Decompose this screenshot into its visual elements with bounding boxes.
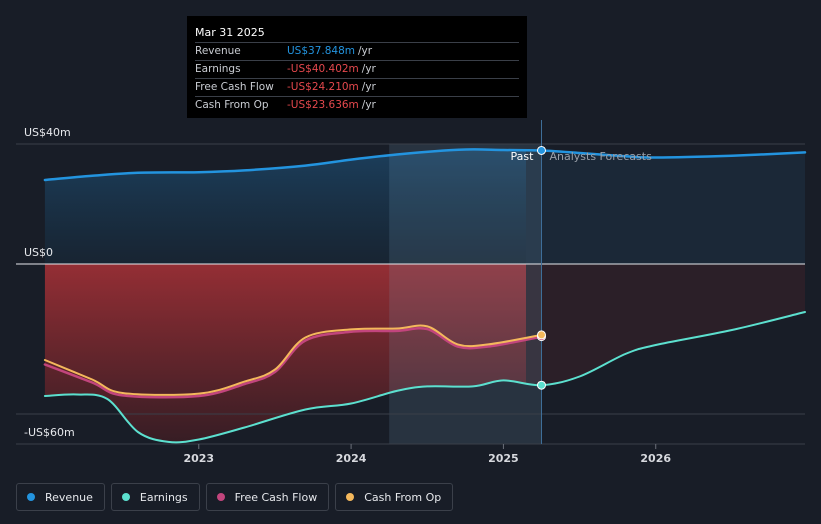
tooltip-unit: /yr xyxy=(358,45,373,57)
legend-item-free-cash-flow[interactable]: Free Cash Flow xyxy=(205,483,330,511)
tooltip-value: -US$23.636m xyxy=(287,99,359,111)
loss-area-forecast xyxy=(526,264,805,386)
legend-label: Cash From Op xyxy=(364,490,442,504)
revenue-area-past xyxy=(44,149,526,264)
past-label: Past xyxy=(511,150,535,163)
legend-dot-icon xyxy=(121,493,130,501)
tooltip-row-cash-from-op: Cash From Op -US$23.636m /yr xyxy=(195,96,519,114)
y-axis-label-zero: US$0 xyxy=(24,246,54,259)
tooltip-value: -US$40.402m xyxy=(287,63,359,75)
tooltip-label: Free Cash Flow xyxy=(195,81,274,93)
highlight-band xyxy=(389,144,542,444)
cash-from-op-marker xyxy=(536,330,546,340)
tooltip-value: -US$24.210m xyxy=(287,81,359,93)
x-tick-label: 2026 xyxy=(640,452,671,465)
legend-item-revenue[interactable]: Revenue xyxy=(16,483,105,511)
revenue-marker xyxy=(536,145,546,155)
x-tick-label: 2023 xyxy=(183,452,214,465)
tooltip-row-earnings: Earnings -US$40.402m /yr xyxy=(195,60,519,78)
tooltip-unit: /yr xyxy=(361,63,376,75)
legend-label: Earnings xyxy=(139,490,188,504)
legend-dot-icon xyxy=(216,493,225,501)
free-cash-flow-line xyxy=(43,326,543,399)
tooltip-label: Revenue xyxy=(195,45,241,57)
x-tick-label: 2024 xyxy=(336,452,367,465)
legend-dot-icon xyxy=(27,493,35,501)
y-axis-label-top: US$40m xyxy=(24,126,71,139)
tooltip-label: Earnings xyxy=(195,63,241,75)
tooltip-row-free-cash-flow: Free Cash Flow -US$24.210m /yr xyxy=(195,78,519,96)
revenue-area-forecast xyxy=(526,150,805,264)
forecast-label: Analysts Forecasts xyxy=(549,150,652,163)
tooltip-label: Cash From Op xyxy=(195,99,269,111)
earnings-line xyxy=(43,311,806,444)
tooltip-value: US$37.848m xyxy=(287,45,355,57)
legend-item-cash-from-op[interactable]: Cash From Op xyxy=(335,483,454,511)
x-tick-label: 2025 xyxy=(488,452,519,465)
tooltip-row-revenue: Revenue US$37.848m /yr xyxy=(195,42,519,60)
earnings-marker xyxy=(536,380,546,390)
tooltip-unit: /yr xyxy=(361,99,376,111)
revenue-line xyxy=(43,148,807,182)
tooltip: Mar 31 2025 Revenue US$37.848m /yr Earni… xyxy=(187,16,527,118)
legend-label: Free Cash Flow xyxy=(234,490,318,504)
chart-canvas: Past Analysts Forecasts 2023 2024 2025 2026 xyxy=(16,120,807,465)
legend: Revenue Earnings Free Cash Flow Cash Fro… xyxy=(16,483,454,511)
legend-item-earnings[interactable]: Earnings xyxy=(110,483,200,511)
legend-label: Revenue xyxy=(45,490,93,504)
legend-dot-icon xyxy=(346,493,355,501)
y-axis-label-bottom: -US$60m xyxy=(24,426,75,439)
tooltip-date: Mar 31 2025 xyxy=(195,26,265,39)
tooltip-unit: /yr xyxy=(361,81,376,93)
cash-from-op-line xyxy=(43,324,543,396)
